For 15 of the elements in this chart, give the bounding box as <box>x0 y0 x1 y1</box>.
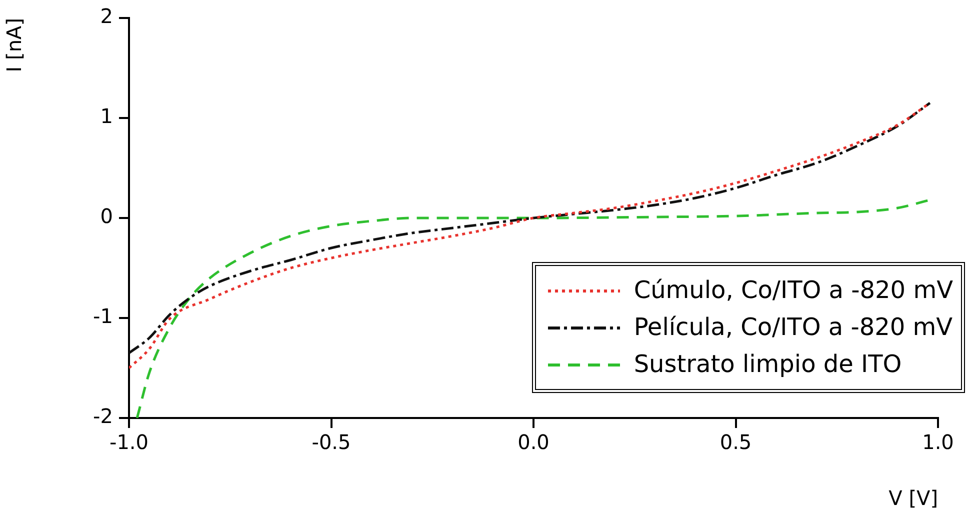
legend-label: Sustrato limpio de ITO <box>634 349 902 380</box>
y-tick-label: 1 <box>100 104 113 128</box>
x-axis-title: V [V] <box>888 486 938 510</box>
x-tick-label: -0.5 <box>312 430 351 454</box>
y-tick-label: -1 <box>93 304 113 328</box>
y-axis-title: I [nA] <box>2 18 26 72</box>
y-tick-label: -2 <box>93 404 113 428</box>
legend-label: Cúmulo, Co/ITO a -820 mV <box>634 275 953 306</box>
y-tick-label: 0 <box>100 204 113 228</box>
x-tick-label: 1.0 <box>922 430 954 454</box>
legend-label: Película, Co/ITO a -820 mV <box>634 312 953 343</box>
x-tick-label: -1.0 <box>109 430 149 454</box>
y-tick-label: 2 <box>100 4 113 28</box>
x-tick-label: 0.5 <box>720 430 752 454</box>
x-tick-label: 0.0 <box>518 430 550 454</box>
